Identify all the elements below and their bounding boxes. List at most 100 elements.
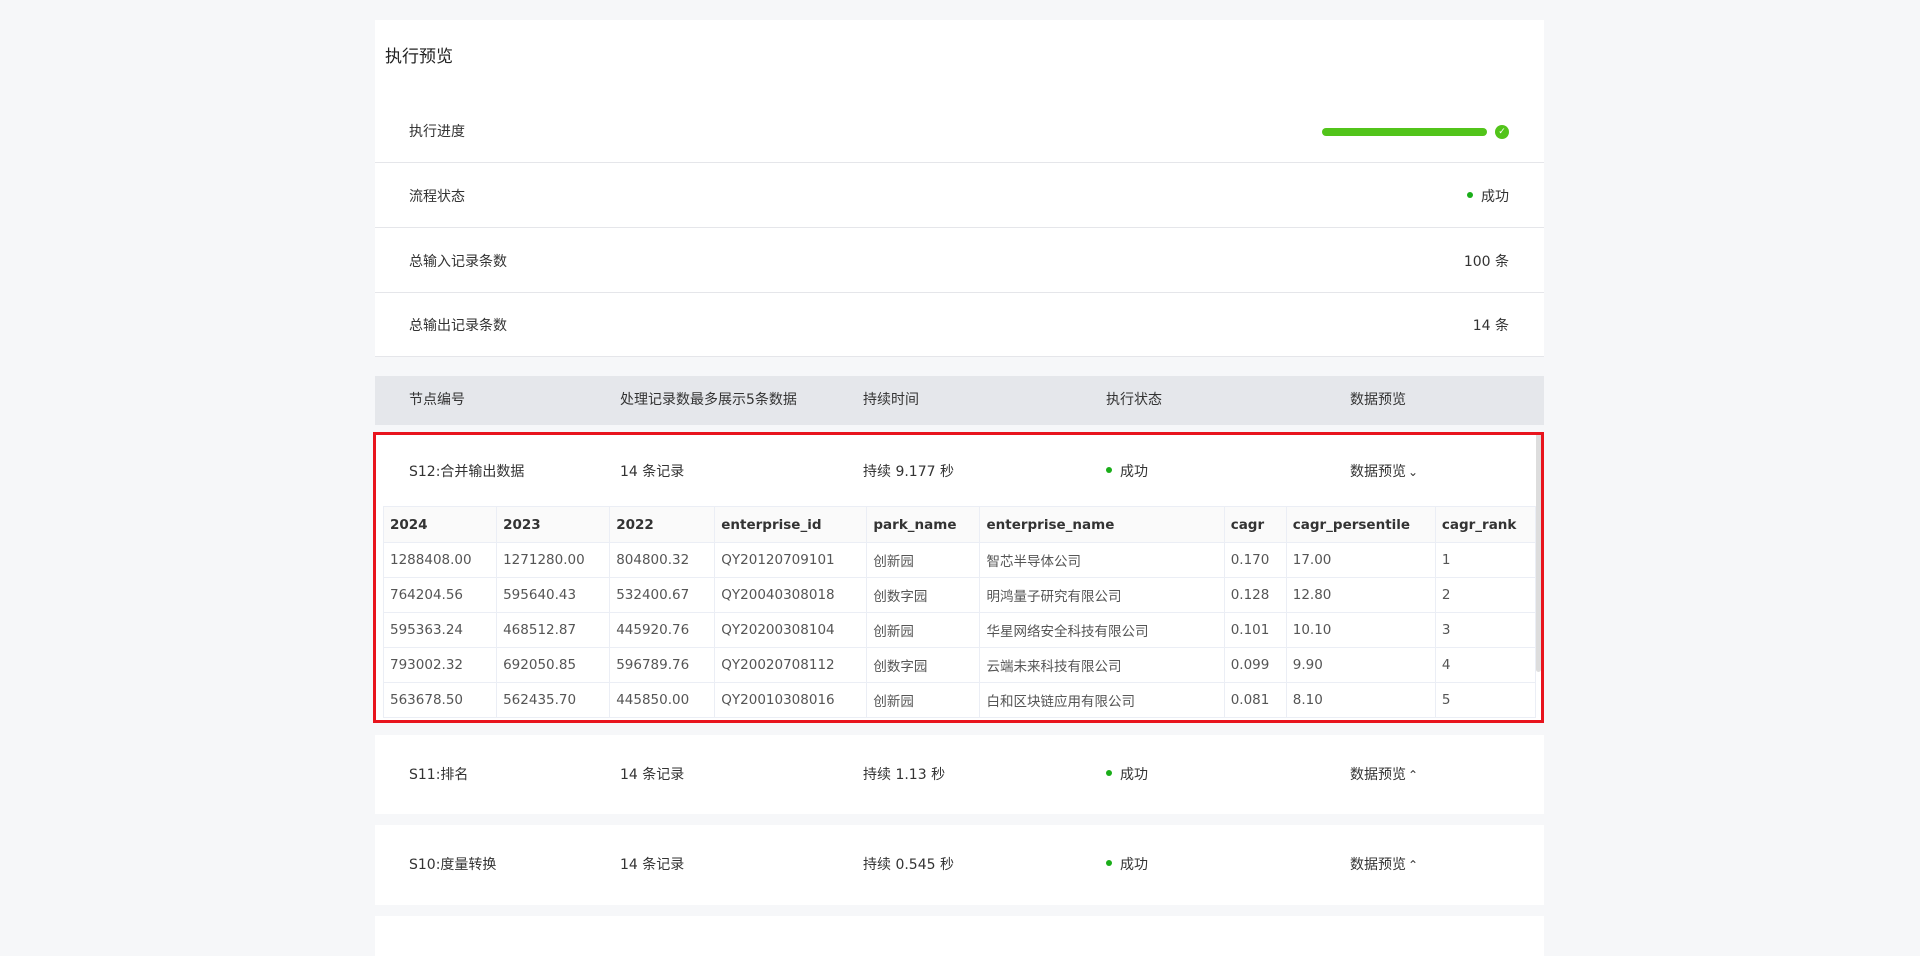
- table-cell: QY20020708112: [714, 647, 868, 683]
- table-cell: 9.90: [1285, 647, 1436, 683]
- preview-table: 2024 2023 2022 enterprise_id park_name enterp…: [382, 506, 1537, 718]
- chevron-down-icon: ⌄: [1408, 465, 1419, 479]
- preview-label: 数据预览: [1350, 464, 1406, 480]
- table-cell: 17.00: [1285, 542, 1436, 578]
- node-status: 成功: [1106, 432, 1148, 512]
- table-cell: 智芯半导体公司: [979, 542, 1225, 578]
- node-table-header: 节点编号 处理记录数最多展示5条数据 持续时间 执行状态 数据预览: [375, 376, 1544, 425]
- chevron-up-icon: ⌃: [1408, 768, 1419, 782]
- table-cell: 10.10: [1285, 612, 1436, 648]
- table-cell: 明鸿量子研究有限公司: [979, 577, 1225, 613]
- column-header: cagr_rank: [1434, 506, 1537, 543]
- table-cell: 创数字园: [866, 647, 981, 683]
- column-header: enterprise_id: [714, 506, 868, 543]
- status-text: 成功: [1481, 189, 1509, 205]
- table-cell: 2: [1434, 577, 1537, 613]
- table-cell: 1271280.00: [496, 542, 611, 578]
- header-duration: 持续时间: [863, 392, 919, 408]
- input-value: 100 条: [1463, 254, 1509, 270]
- table-cell: 创新园: [866, 542, 981, 578]
- node-row-s10: S10:度量转换 14 条记录 持续 0.545 秒 成功 数据预览 ⌃: [375, 825, 1544, 905]
- progress-row: 执行进度 ✓: [375, 99, 1544, 163]
- status-dot-icon: [1467, 192, 1473, 198]
- node-duration: 持续 9.177 秒: [863, 464, 954, 480]
- table-cell: 595640.43: [496, 577, 611, 613]
- node-status-text: 成功: [1120, 464, 1148, 480]
- node-records: 14 条记录: [620, 767, 685, 783]
- column-header: 2024: [382, 506, 498, 543]
- node-records: 14 条记录: [620, 857, 685, 873]
- table-cell: 793002.32: [382, 647, 498, 683]
- table-cell: 创新园: [866, 612, 981, 648]
- table-cell: 云端未来科技有限公司: [979, 647, 1225, 683]
- table-cell: 1288408.00: [382, 542, 498, 578]
- output-value: 14 条: [1472, 318, 1509, 334]
- table-cell: 12.80: [1285, 577, 1436, 613]
- node-records: 14 条记录: [620, 464, 685, 480]
- check-icon: ✓: [1495, 125, 1509, 139]
- table-cell: 804800.32: [609, 542, 716, 578]
- input-row: 总输入记录条数 100 条: [375, 229, 1544, 293]
- preview-label: 数据预览: [1350, 857, 1406, 873]
- column-header: enterprise_name: [979, 506, 1225, 543]
- node-id: S10:度量转换: [409, 857, 497, 873]
- header-status: 执行状态: [1106, 392, 1162, 408]
- table-row: 595363.24 468512.87 445920.76 QY20200308104…: [382, 612, 1537, 648]
- table-cell: 3: [1434, 612, 1537, 648]
- status-row: 流程状态 成功: [375, 164, 1544, 228]
- progress-label: 执行进度: [409, 124, 465, 140]
- table-cell: 创新园: [866, 682, 981, 718]
- table-row: 563678.50 562435.70 445850.00 QY20010308016…: [382, 682, 1537, 718]
- column-header: 2023: [496, 506, 611, 543]
- column-header: cagr_persentile: [1285, 506, 1436, 543]
- status-value: 成功: [1467, 186, 1509, 206]
- table-cell: 445920.76: [609, 612, 716, 648]
- table-cell: QY20200308104: [714, 612, 868, 648]
- table-cell: 563678.50: [382, 682, 498, 718]
- column-header: cagr: [1223, 506, 1287, 543]
- output-row: 总输出记录条数 14 条: [375, 293, 1544, 357]
- table-cell: 4: [1434, 647, 1537, 683]
- output-label: 总输出记录条数: [409, 318, 507, 334]
- column-header: park_name: [866, 506, 981, 543]
- node-row-s12: S12:合并输出数据 14 条记录 持续 9.177 秒 成功 数据预览 ⌄ 20…: [375, 432, 1544, 723]
- table-cell: QY20040308018: [714, 577, 868, 613]
- table-row: 1288408.00 1271280.00 804800.32 QY201207091…: [382, 542, 1537, 578]
- node-row-next: [375, 916, 1544, 956]
- table-cell: 532400.67: [609, 577, 716, 613]
- node-row-s11: S11:排名 14 条记录 持续 1.13 秒 成功 数据预览 ⌃: [375, 735, 1544, 814]
- table-cell: 5: [1434, 682, 1537, 718]
- table-cell: 692050.85: [496, 647, 611, 683]
- header-node-id: 节点编号: [409, 392, 465, 408]
- table-cell: 8.10: [1285, 682, 1436, 718]
- data-preview-toggle[interactable]: 数据预览 ⌄: [1350, 432, 1418, 512]
- page-title: 执行预览: [385, 47, 453, 67]
- table-cell: 华星网络安全科技有限公司: [979, 612, 1225, 648]
- node-status-text: 成功: [1120, 767, 1148, 783]
- table-cell: 0.099: [1223, 647, 1287, 683]
- table-cell: 0.081: [1223, 682, 1287, 718]
- column-header: 2022: [609, 506, 716, 543]
- table-cell: QY20010308016: [714, 682, 868, 718]
- header-preview: 数据预览: [1350, 392, 1406, 408]
- data-preview-toggle[interactable]: 数据预览 ⌃: [1350, 825, 1418, 905]
- table-row: 764204.56 595640.43 532400.67 QY20040308018…: [382, 577, 1537, 613]
- table-cell: 562435.70: [496, 682, 611, 718]
- table-cell: 创数字园: [866, 577, 981, 613]
- table-cell: 1: [1434, 542, 1537, 578]
- table-cell: 白和区块链应用有限公司: [979, 682, 1225, 718]
- header-records: 处理记录数最多展示5条数据: [620, 392, 797, 408]
- table-cell: 0.101: [1223, 612, 1287, 648]
- table-cell: QY20120709101: [714, 542, 868, 578]
- status-dot-icon: [1106, 860, 1112, 866]
- data-preview-toggle[interactable]: 数据预览 ⌃: [1350, 735, 1418, 815]
- table-cell: 0.128: [1223, 577, 1287, 613]
- status-dot-icon: [1106, 770, 1112, 776]
- table-cell: 595363.24: [382, 612, 498, 648]
- table-row: 793002.32 692050.85 596789.76 QY20020708112…: [382, 647, 1537, 683]
- progress-bar: [1322, 128, 1487, 136]
- chevron-up-icon: ⌃: [1408, 858, 1419, 872]
- scrollbar[interactable]: [1536, 432, 1541, 672]
- table-cell: 468512.87: [496, 612, 611, 648]
- node-id: S11:排名: [409, 767, 469, 783]
